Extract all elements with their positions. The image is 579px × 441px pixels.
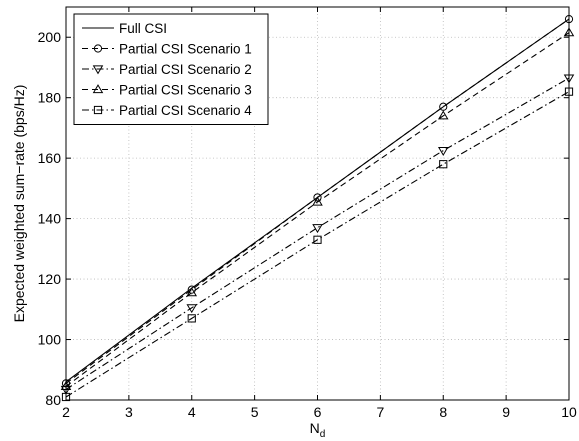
legend-label: Partial CSI Scenario 1 — [119, 42, 252, 57]
marker-triangle-up — [186, 287, 198, 297]
legend-label: Partial CSI Scenario 4 — [119, 103, 252, 118]
legend-label: Partial CSI Scenario 3 — [119, 83, 252, 98]
x-tick-label: 3 — [125, 404, 133, 420]
y-tick-label: 200 — [38, 29, 62, 45]
x-tick-label: 7 — [376, 404, 384, 420]
marker-triangle-down — [186, 304, 198, 314]
series-line — [65, 91, 570, 398]
legend-label: Full CSI — [119, 21, 167, 36]
marker-triangle-up — [312, 196, 323, 206]
series-layer — [60, 14, 575, 402]
marker-triangle-up — [92, 84, 104, 94]
marker-square — [313, 235, 322, 244]
y-tick-label: 80 — [45, 392, 61, 408]
x-tick-label: 9 — [502, 404, 510, 420]
marker-triangle-up — [437, 110, 449, 120]
y-axis-label: Expected weighted sum−rate (bps/Hz) — [11, 85, 27, 323]
tick-marks — [65, 7, 570, 401]
y-tick-label: 180 — [38, 90, 62, 106]
legend-item: Partial CSI Scenario 1 — [82, 42, 252, 57]
y-tick-label: 160 — [38, 150, 62, 166]
marker-triangle-down — [92, 65, 104, 75]
legend-item: Partial CSI Scenario 4 — [82, 103, 252, 118]
y-tick-labels: 80 100 120 140 160 180 200 — [38, 29, 62, 408]
x-tick-label: 10 — [561, 404, 577, 420]
marker-triangle-down — [437, 146, 449, 156]
marker-square — [93, 105, 103, 115]
marker-circle — [439, 102, 448, 111]
x-axis-label: Nd — [310, 420, 326, 440]
marker-square — [439, 160, 448, 169]
x-tick-label: 2 — [62, 404, 70, 420]
x-tick-label: 6 — [314, 404, 322, 420]
marker-circle — [313, 193, 322, 202]
x-tick-label: 5 — [251, 404, 259, 420]
legend: Full CSI Partial CSI Scenario 1 Partial CS… — [73, 13, 269, 125]
y-tick-label: 140 — [38, 211, 62, 227]
y-tick-label: 120 — [38, 271, 62, 287]
legend-label: Partial CSI Scenario 2 — [119, 62, 252, 77]
legend-item: Full CSI — [82, 21, 167, 36]
x-tick-label: 4 — [188, 404, 196, 420]
x-axis-label-subscript: d — [320, 429, 326, 440]
marker-square — [187, 314, 196, 323]
marker-triangle-down — [312, 224, 323, 234]
series-line — [65, 32, 570, 387]
y-tick-label: 100 — [38, 332, 62, 348]
marker-circle — [93, 44, 103, 53]
x-tick-label: 8 — [439, 404, 447, 420]
legend-item: Partial CSI Scenario 2 — [82, 62, 252, 77]
x-axis-label-main: N — [310, 420, 320, 436]
legend-box — [73, 13, 269, 125]
legend-item: Partial CSI Scenario 3 — [82, 83, 252, 98]
series-line — [65, 77, 570, 390]
grid-lines — [66, 7, 569, 400]
x-tick-labels: 2 3 4 5 6 7 8 9 10 — [62, 404, 577, 420]
